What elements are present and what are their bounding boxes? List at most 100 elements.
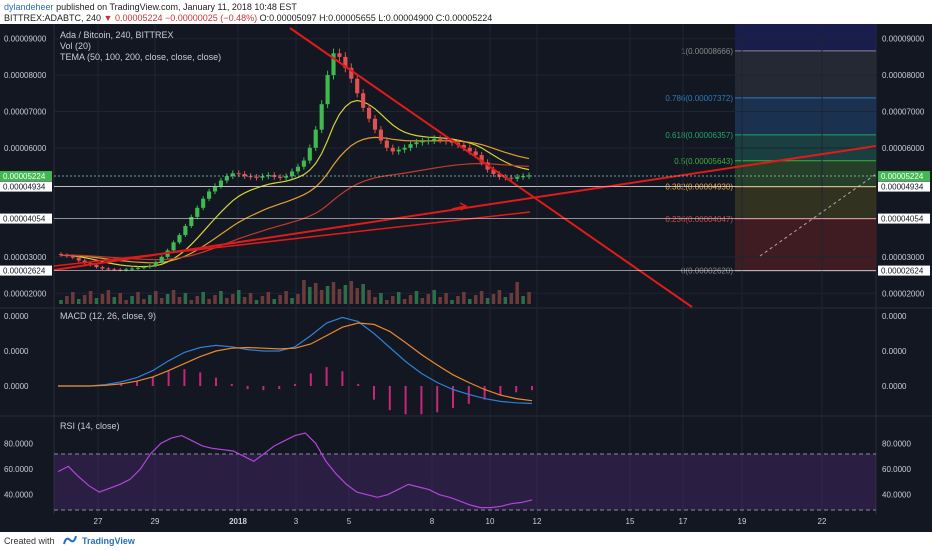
candle-body	[396, 149, 401, 152]
x-tick-label: 5	[347, 517, 352, 526]
x-tick-label: 15	[626, 517, 635, 526]
volume-bar	[165, 294, 170, 304]
ohlc-values: O:0.00005097 H:0.00005655 L:0.00004900 C…	[259, 13, 493, 23]
price-tag-left: 0.00005224	[3, 172, 46, 181]
y-tick-label-right: 0.00008000	[882, 71, 925, 80]
volume-bar	[396, 292, 401, 304]
macd-series-line	[58, 316, 533, 405]
candle-body	[343, 56, 348, 68]
macd-series-line	[58, 322, 533, 402]
fib-zone	[735, 186, 876, 219]
candle-body	[414, 142, 419, 145]
x-tick-label: 19	[738, 517, 747, 526]
support-trendline[interactable]	[53, 211, 531, 267]
published-text: published on TradingView.com, January 11…	[56, 2, 297, 12]
price-tag-bg-left	[0, 171, 52, 182]
volume-bar	[94, 298, 99, 304]
ascending-trendline[interactable]	[53, 145, 877, 271]
candle-body	[331, 53, 336, 76]
fib-level-label: 0.236(0.00004047)	[665, 215, 733, 224]
chart-area[interactable]: 1(0.00008666) 0.786(0.00007372) 0.618(0.00…	[0, 24, 932, 532]
macd-tick-left: 0.0000	[4, 347, 29, 356]
candle-body	[473, 151, 478, 156]
candle-body	[449, 141, 455, 143]
candle-body	[497, 174, 502, 177]
candle-body	[289, 171, 295, 177]
candle-body	[432, 138, 437, 141]
price-tag-right: 0.00002624	[881, 267, 924, 276]
y-tick-label-right: 0.00007000	[882, 107, 925, 116]
price-tag-bg-left	[0, 265, 52, 276]
price-tag-bg-right	[878, 265, 930, 276]
volume-bar	[521, 296, 525, 304]
volume-bar	[242, 297, 247, 304]
candle-body	[183, 226, 188, 236]
candle-body	[248, 176, 253, 178]
volume-bar	[159, 298, 164, 304]
volume-bar	[408, 295, 413, 304]
time-axis[interactable]: 27 29 2018 3 5 8 10 12 15 17 19 22	[94, 517, 827, 526]
price-tag-right: 0.00005224	[881, 172, 924, 181]
volume-bar	[385, 300, 389, 304]
y-tick-label-left: 0.00006000	[4, 144, 47, 153]
volume-bar	[266, 292, 271, 304]
fib-level-label: 0(0.00002620)	[681, 267, 733, 276]
volume-bar	[485, 298, 490, 304]
candle-body	[337, 53, 342, 57]
volume-bar	[136, 292, 140, 304]
volume-bar	[130, 296, 134, 304]
volume-bar	[373, 297, 377, 304]
candle-body	[94, 264, 99, 268]
descending-trendline[interactable]	[289, 27, 693, 308]
candle-body	[207, 191, 212, 199]
volume-bar	[76, 299, 81, 304]
volume-bar	[390, 296, 395, 304]
fib-zone	[735, 218, 876, 271]
volume-bar	[361, 284, 365, 304]
candle-body	[390, 147, 395, 152]
candle-body	[159, 256, 164, 263]
candle-body	[384, 140, 389, 148]
volume-bar	[343, 285, 348, 304]
rsi-pane[interactable]: 80.0000 80.0000 60.0000 60.0000 40.0000 40.00…	[4, 432, 911, 509]
volume-bars	[59, 280, 531, 304]
tradingview-brand[interactable]: TradingView	[82, 536, 135, 546]
volume-bar	[254, 300, 259, 304]
x-tick-label: 27	[94, 517, 103, 526]
macd-pane-title: MACD (12, 26, close, 9)	[60, 311, 156, 321]
volume-bar	[189, 300, 194, 304]
y-tick-label-left: 0.00002000	[4, 289, 47, 298]
price-axis[interactable]: 0.00009000 0.00009000 0.00008000 0.00008000…	[4, 35, 925, 299]
candle-body	[129, 268, 135, 270]
candle-body	[467, 147, 472, 152]
candle-body	[426, 140, 431, 142]
arrow-icon	[451, 202, 468, 211]
candle-body	[58, 253, 64, 256]
candle-body	[171, 242, 176, 251]
volume-bar	[367, 290, 371, 304]
candle-body	[372, 118, 378, 130]
fib-level-label: 0.5(0.00005643)	[674, 157, 733, 166]
volume-bar	[462, 292, 466, 304]
x-tick-label: 17	[679, 517, 688, 526]
price-tag-left: 0.00002624	[3, 267, 46, 276]
price-tag-bg-right	[878, 171, 930, 182]
volume-bar	[148, 295, 152, 304]
created-with-text: Created with	[4, 536, 55, 546]
author-name[interactable]: dylandeheer	[4, 2, 54, 12]
volume-bar	[65, 296, 69, 304]
candle-body	[509, 177, 514, 179]
macd-pane[interactable]: 0.0000 0.0000 0.0000 0.0000 0.0000 0.0000	[4, 312, 907, 415]
candle-body	[100, 267, 105, 269]
candle-body	[461, 144, 466, 148]
x-tick-label: 10	[486, 517, 495, 526]
fib-zone	[735, 97, 876, 135]
y-tick-label-right: 0.00009000	[882, 35, 925, 44]
x-tick-label: 3	[294, 517, 299, 526]
volume-bar	[296, 294, 300, 304]
y-tick-label-right: 0.00002000	[882, 289, 925, 298]
candle-body	[349, 67, 354, 79]
volume-bar	[272, 299, 277, 304]
macd-tick-right: 0.0000	[882, 312, 907, 321]
price-tag-bg-left	[0, 181, 52, 192]
